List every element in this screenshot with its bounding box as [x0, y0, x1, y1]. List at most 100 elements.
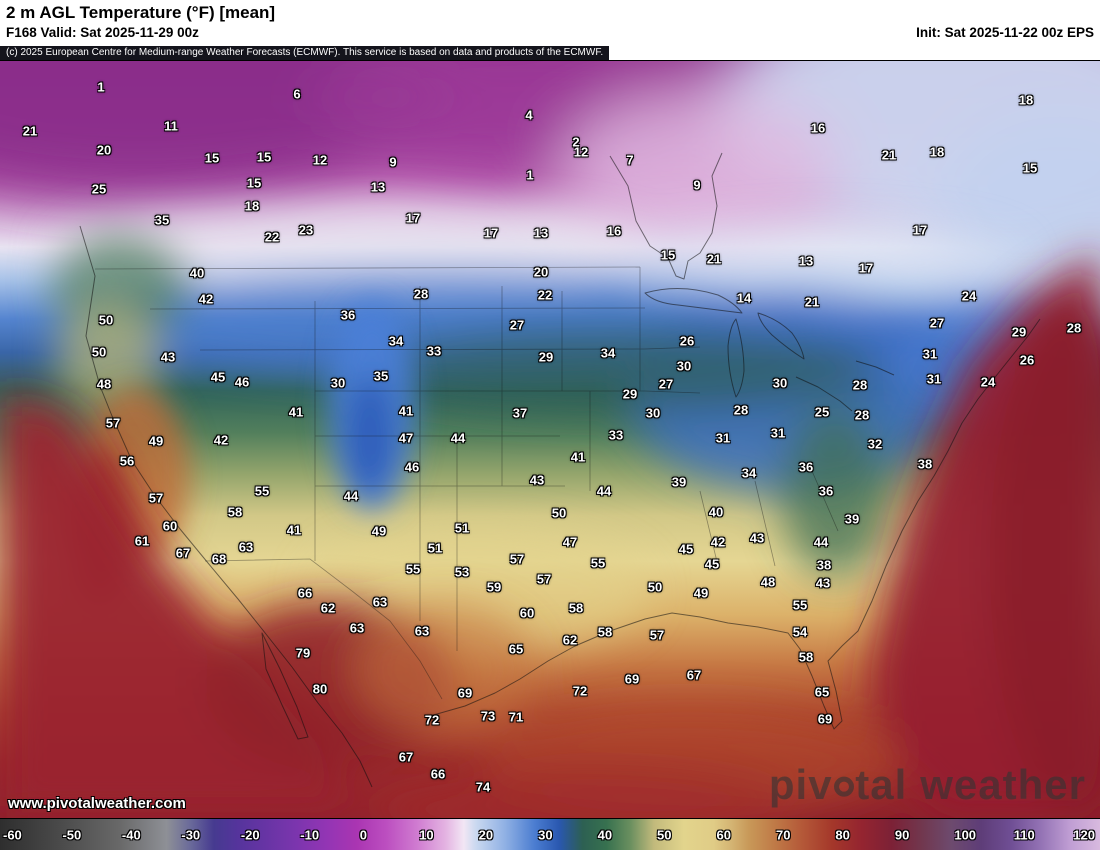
temperature-value-label: 51 [427, 540, 443, 556]
temperature-value-label: 30 [330, 375, 346, 391]
logo-text-pre: piv [768, 761, 833, 808]
temperature-value-label: 68 [211, 551, 227, 567]
temperature-value-label: 18 [1018, 92, 1034, 108]
colorbar-tick: 50 [657, 827, 672, 842]
colorbar-tick: 80 [835, 827, 850, 842]
temperature-value-label: 50 [98, 312, 114, 328]
temperature-value-label: 55 [405, 561, 421, 577]
temperature-value-label: 33 [426, 343, 442, 359]
temperature-value-label: 21 [706, 251, 722, 267]
temperature-value-label: 65 [508, 641, 524, 657]
temperature-value-label: 30 [645, 405, 661, 421]
map-field-graphic [0, 61, 1100, 818]
temperature-value-label: 45 [704, 556, 720, 572]
temperature-value-label: 49 [693, 585, 709, 601]
temperature-value-label: 62 [320, 600, 336, 616]
temperature-value-label: 50 [91, 344, 107, 360]
colorbar-tick: 60 [716, 827, 731, 842]
temperature-value-label: 15 [246, 175, 262, 191]
temperature-value-label: 38 [917, 456, 933, 472]
logo-text-word2: weather [920, 761, 1086, 808]
state-borders [94, 266, 839, 700]
temperature-value-label: 45 [678, 541, 694, 557]
temperature-value-label: 59 [486, 579, 502, 595]
valid-time-label: F168 Valid: Sat 2025-11-29 00z [6, 25, 199, 40]
temperature-value-label: 42 [198, 291, 214, 307]
temperature-value-label: 34 [600, 345, 616, 361]
colorbar-tick: -60 [3, 827, 22, 842]
temperature-value-label: 9 [693, 177, 701, 193]
temperature-value-label: 20 [96, 142, 112, 158]
temperature-value-label: 58 [597, 624, 613, 640]
temperature-value-label: 1 [526, 167, 534, 183]
temperature-value-label: 72 [424, 712, 440, 728]
temperature-value-label: 2 [572, 134, 580, 150]
temperature-value-label: 13 [533, 225, 549, 241]
temperature-value-label: 27 [929, 315, 945, 331]
map-title: 2 m AGL Temperature (°F) [mean] [6, 3, 276, 22]
temperature-value-label: 28 [852, 377, 868, 393]
temperature-value-label: 41 [288, 404, 304, 420]
temperature-value-label: 80 [312, 681, 328, 697]
temperature-colorbar: -60 -50 -40 -30 -20 -10 0 10 20 30 40 50 60 70 80 90 100… [0, 818, 1100, 850]
temperature-value-label: 31 [926, 371, 942, 387]
temperature-value-label: 28 [733, 402, 749, 418]
temperature-value-label: 48 [96, 376, 112, 392]
temperature-value-label: 29 [622, 386, 638, 402]
temperature-value-label: 26 [1019, 352, 1035, 368]
temperature-value-label: 21 [22, 123, 38, 139]
temperature-value-label: 36 [818, 483, 834, 499]
temperature-labels-layer: 1 6 21 11 4 18 16 20 15 15 12 9 2 12 7 21 18 15 25 15 13 1 9 18… [0, 61, 1100, 818]
temperature-value-label: 40 [708, 504, 724, 520]
temperature-value-label: 34 [741, 465, 757, 481]
colorbar-tick: -40 [121, 827, 141, 842]
temperature-value-label: 54 [792, 624, 808, 640]
colorbar-tick: 110 [1013, 827, 1035, 842]
pivotal-weather-logo: piv tal weather [769, 764, 1086, 806]
temperature-value-label: 48 [760, 574, 776, 590]
temperature-map[interactable]: 1 6 21 11 4 18 16 20 15 15 12 9 2 12 7 21 18 15 25 15 13 1 9 18… [0, 60, 1100, 818]
temperature-value-label: 29 [1011, 324, 1027, 340]
temperature-value-label: 66 [430, 766, 446, 782]
temperature-value-label: 55 [254, 483, 270, 499]
colorbar-tick: -20 [240, 827, 260, 842]
temperature-value-label: 63 [414, 623, 430, 639]
temperature-value-label: 1 [97, 79, 105, 95]
temperature-value-label: 41 [286, 522, 302, 538]
temperature-value-label: 57 [536, 571, 552, 587]
temperature-value-label: 58 [568, 600, 584, 616]
temperature-value-label: 27 [509, 317, 525, 333]
temperature-value-label: 50 [551, 505, 567, 521]
temperature-value-label: 72 [572, 683, 588, 699]
temperature-value-label: 57 [105, 415, 121, 431]
watermark-url: www.pivotalweather.com [8, 795, 186, 812]
copyright-notice: (c) 2025 European Centre for Medium-rang… [0, 46, 610, 60]
temperature-value-label: 31 [715, 430, 731, 446]
temperature-value-label: 18 [929, 144, 945, 160]
colorbar-tick: -30 [181, 827, 201, 842]
temperature-value-label: 60 [519, 605, 535, 621]
temperature-value-label: 34 [388, 333, 404, 349]
temperature-value-label: 38 [816, 557, 832, 573]
temperature-value-label: 51 [454, 520, 470, 536]
temperature-value-label: 18 [244, 198, 260, 214]
temperature-value-label: 63 [372, 594, 388, 610]
temperature-value-label: 22 [537, 287, 553, 303]
temperature-value-label: 25 [814, 404, 830, 420]
temperature-value-label: 58 [227, 504, 243, 520]
temperature-value-label: 69 [457, 685, 473, 701]
temperature-value-label: 67 [398, 749, 414, 765]
temperature-value-label: 53 [454, 564, 470, 580]
temperature-value-label: 27 [658, 376, 674, 392]
temperature-value-label: 4 [525, 107, 533, 123]
temperature-value-label: 17 [483, 225, 499, 241]
temperature-value-label: 35 [373, 368, 389, 384]
temperature-value-label: 55 [792, 597, 808, 613]
temperature-value-label: 39 [844, 511, 860, 527]
colorbar-tick: -50 [62, 827, 82, 842]
temperature-value-label: 29 [538, 349, 554, 365]
logo-text-post: tal [855, 761, 908, 808]
temperature-value-label: 12 [312, 152, 328, 168]
temperature-value-label: 25 [91, 181, 107, 197]
